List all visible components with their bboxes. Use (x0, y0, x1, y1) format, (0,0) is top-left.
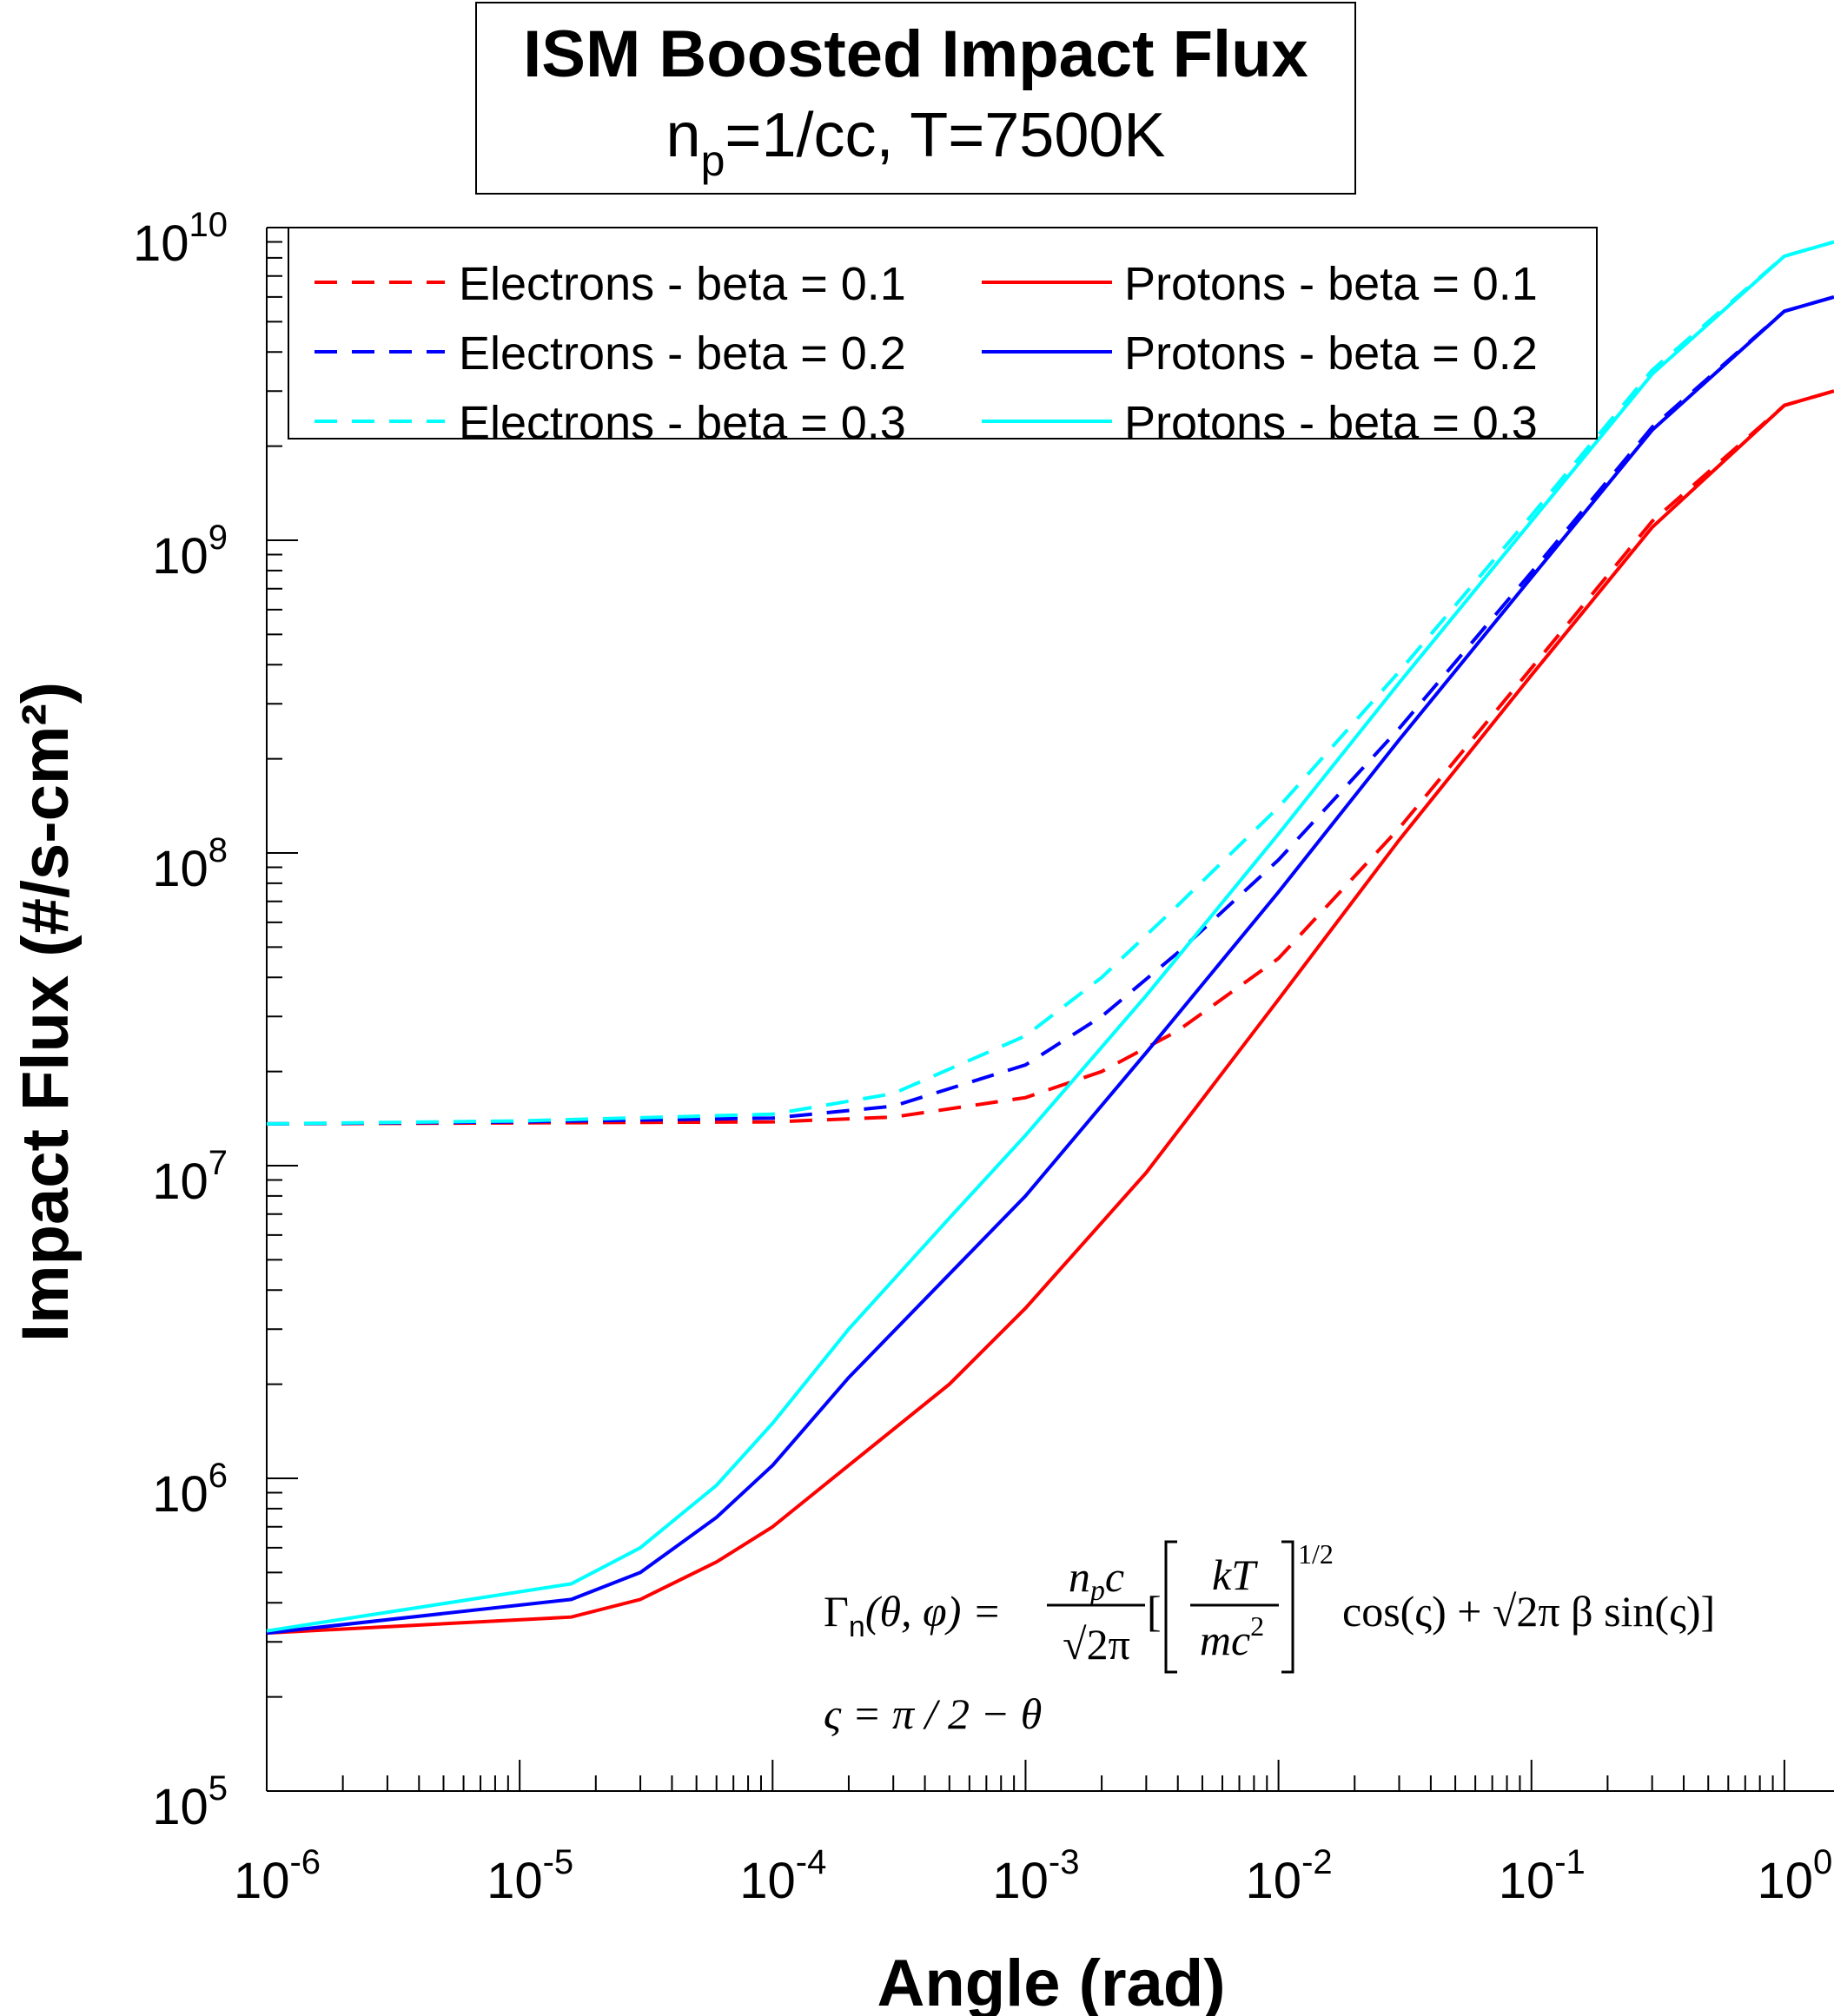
y-tick-exp: 7 (209, 1144, 228, 1182)
chart-subtitle: np=1/cc, T=7500K (666, 101, 1166, 185)
x-tick-base: 10 (1758, 1853, 1814, 1909)
legend-label: Electrons - beta = 0.2 (459, 327, 906, 380)
x-tick-exp: -2 (1301, 1843, 1333, 1881)
y-tick-exp: 10 (189, 206, 228, 244)
legend-label: Protons - beta = 0.3 (1124, 397, 1538, 449)
equation-frac-den: mc2 (1200, 1610, 1264, 1664)
legend-label: Protons - beta = 0.2 (1124, 327, 1538, 380)
y-tick-label: 109 (152, 519, 228, 585)
equation-lhs: Γn(θ, φ) = (824, 1587, 1002, 1643)
x-tick-exp: -4 (796, 1843, 827, 1881)
y-tick-base: 10 (152, 1153, 209, 1210)
y-tick-base: 10 (152, 1466, 209, 1523)
equation-open-bracket: [ (1147, 1587, 1162, 1636)
x-axis-label: Angle (rad) (877, 1947, 1225, 2016)
x-tick-label: 100 (1758, 1843, 1833, 1909)
equation-annotation: Γn(θ, φ) = npc √2π [ kT mc2 1/2 cos(ς) +… (824, 1538, 1715, 1738)
equation-line2: ς = π / 2 − θ (824, 1689, 1042, 1738)
x-tick-base: 10 (992, 1853, 1049, 1909)
x-tick-label: 10-1 (1499, 1843, 1586, 1909)
x-tick-label: 10-5 (487, 1843, 573, 1909)
equation-rest: cos(ς) + √2π β sin(ς)] (1342, 1587, 1715, 1636)
series-line-protons-beta-0.1 (266, 389, 1834, 1636)
equation-left-bracket (1164, 1540, 1177, 1674)
y-tick-exp: 6 (209, 1457, 228, 1495)
y-axis-label: Impact Flux (#/s-cm²) (9, 682, 83, 1342)
subtitle-subscript: p (701, 136, 725, 185)
x-tick-exp: 0 (1813, 1843, 1832, 1881)
x-tick-base: 10 (1246, 1853, 1302, 1909)
equation-frac-den-exp: 2 (1250, 1610, 1264, 1642)
y-tick-label: 1010 (133, 206, 228, 272)
legend-label: Protons - beta = 0.1 (1124, 258, 1538, 310)
y-tick-base: 10 (152, 841, 209, 897)
equation-right-bracket (1281, 1540, 1294, 1674)
y-tick-label: 108 (152, 831, 228, 897)
x-tick-exp: -1 (1554, 1843, 1586, 1881)
subtitle-prefix: n (666, 101, 701, 170)
equation-frac-num: kT (1212, 1550, 1258, 1599)
equation-num-n: n (1069, 1552, 1090, 1601)
legend: Electrons - beta = 0.1 Electrons - beta … (288, 227, 1598, 449)
equation-args: (θ, φ) = (865, 1587, 1002, 1636)
x-tick-label: 10-4 (739, 1843, 826, 1909)
y-tick-base: 10 (133, 215, 189, 272)
x-tick-base: 10 (739, 1853, 796, 1909)
series-line-electrons-beta-0.2 (266, 294, 1834, 1126)
legend-box (288, 227, 1598, 440)
series-line-electrons-beta-0.1 (266, 389, 1834, 1126)
y-tick-label: 107 (152, 1144, 228, 1210)
x-tick-label: 10-3 (992, 1843, 1079, 1909)
y-tick-label: 106 (152, 1457, 228, 1523)
equation-numerator: npc (1069, 1552, 1124, 1607)
equation-denominator: √2π (1063, 1620, 1130, 1669)
x-tick-base: 10 (1499, 1853, 1555, 1909)
x-tick-label: 10-6 (234, 1843, 321, 1909)
equation-gamma-sub: n (849, 1610, 865, 1643)
series-layer (266, 240, 1834, 1636)
x-tick-exp: -3 (1049, 1843, 1080, 1881)
y-tick-labels: 105 106 107 108 109 1010 (133, 206, 228, 1835)
series-line-protons-beta-0.2 (266, 294, 1834, 1636)
x-tick-label: 10-2 (1246, 1843, 1333, 1909)
y-tick-exp: 8 (209, 831, 228, 869)
y-tick-label: 105 (152, 1769, 228, 1835)
x-tick-base: 10 (487, 1853, 543, 1909)
x-tick-exp: -6 (289, 1843, 321, 1881)
title-box (475, 2, 1356, 195)
chart-title: ISM Boosted Impact Flux (523, 17, 1308, 91)
y-tick-base: 10 (152, 1779, 209, 1835)
series-line-electrons-beta-0.3 (266, 240, 1834, 1126)
x-tick-labels: 10-6 10-5 10-4 10-3 10-2 10-1 100 (234, 1843, 1832, 1909)
x-axis-ticks (266, 1760, 1785, 1791)
legend-label: Electrons - beta = 0.3 (459, 397, 906, 449)
x-tick-exp: -5 (543, 1843, 574, 1881)
subtitle-suffix: =1/cc, T=7500K (725, 101, 1165, 170)
y-tick-exp: 5 (209, 1769, 228, 1808)
equation-power: 1/2 (1298, 1538, 1334, 1570)
series-line-protons-beta-0.3 (266, 240, 1834, 1633)
y-axis-ticks (267, 227, 298, 1792)
x-tick-base: 10 (234, 1853, 290, 1909)
legend-label: Electrons - beta = 0.1 (459, 258, 906, 310)
equation-num-p: p (1089, 1575, 1105, 1607)
equation-num-c: c (1105, 1552, 1124, 1601)
equation-gamma: Γ (824, 1587, 849, 1636)
y-tick-base: 10 (152, 528, 209, 585)
equation-frac-den-base: mc (1200, 1616, 1250, 1664)
y-tick-exp: 9 (209, 519, 228, 557)
